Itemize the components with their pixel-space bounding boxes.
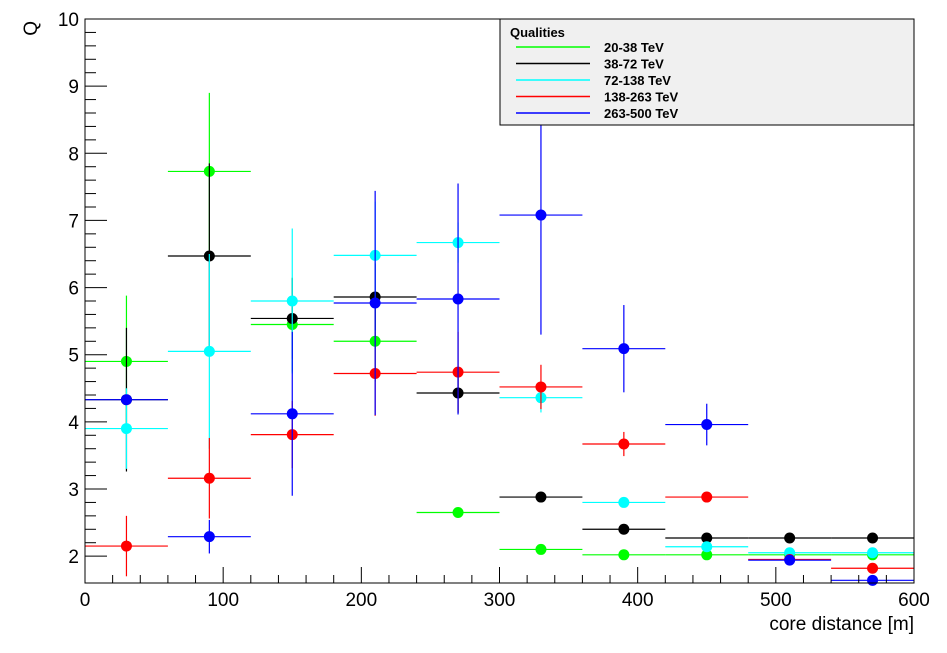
x-tick-label: 0 (80, 590, 91, 611)
y-tick-label: 4 (68, 413, 79, 434)
data-point (452, 293, 464, 305)
data-point (701, 532, 713, 544)
y-tick-label: 2 (68, 547, 79, 568)
data-point (784, 554, 796, 566)
data-point (618, 549, 630, 561)
y-tick-label: 9 (68, 77, 79, 98)
y-tick-label: 6 (68, 279, 79, 300)
x-tick-label: 400 (622, 590, 654, 611)
data-point (535, 543, 547, 555)
data-point (203, 345, 215, 357)
x-tick-label: 300 (484, 590, 516, 611)
data-point (120, 423, 132, 435)
data-point (203, 531, 215, 543)
data-point (701, 549, 713, 561)
legend-entry-label: 72-138 TeV (604, 73, 671, 88)
legend-entry-label: 38-72 TeV (604, 57, 664, 72)
data-point (618, 496, 630, 508)
data-point (701, 491, 713, 503)
data-point (867, 547, 879, 559)
data-point (784, 532, 796, 544)
legend-entry-label: 263-500 TeV (604, 106, 679, 121)
y-tick-label: 7 (68, 211, 79, 232)
y-tick-label: 10 (58, 10, 79, 31)
data-point (535, 491, 547, 503)
y-tick-label: 3 (68, 480, 79, 501)
data-point (867, 574, 879, 586)
y-tick-label: 5 (68, 346, 79, 367)
series-263-500-tev (85, 95, 914, 586)
x-tick-label: 600 (898, 590, 930, 611)
chart-axes: 0 100 200 300 400 500 600 2 3 4 5 6 7 8 9 10 (58, 10, 930, 611)
data-point (701, 541, 713, 553)
x-tick-label: 500 (760, 590, 792, 611)
data-point (286, 295, 298, 307)
data-point (701, 419, 713, 431)
data-point (535, 381, 547, 393)
data-point (452, 507, 464, 518)
x-axis-label: core distance [m] (769, 614, 914, 635)
data-point (618, 343, 630, 355)
data-point (286, 408, 298, 420)
data-point (120, 540, 132, 552)
data-point (867, 532, 879, 544)
chart-marks (85, 92, 914, 586)
data-point (203, 472, 215, 484)
data-point (618, 438, 630, 450)
data-point (535, 209, 547, 221)
y-axis-label: Q (21, 21, 42, 36)
legend-entry-label: 138-263 TeV (604, 90, 679, 105)
data-point (867, 562, 879, 574)
data-point (369, 297, 381, 309)
data-point (618, 523, 630, 535)
legend-title: Qualities (510, 25, 565, 40)
legend-entry-label: 20-38 TeV (604, 40, 664, 55)
legend-box (499, 18, 915, 126)
data-point (120, 394, 132, 406)
x-tick-label: 100 (207, 590, 239, 611)
y-tick-label: 8 (68, 144, 79, 165)
x-tick-label: 200 (345, 590, 377, 611)
